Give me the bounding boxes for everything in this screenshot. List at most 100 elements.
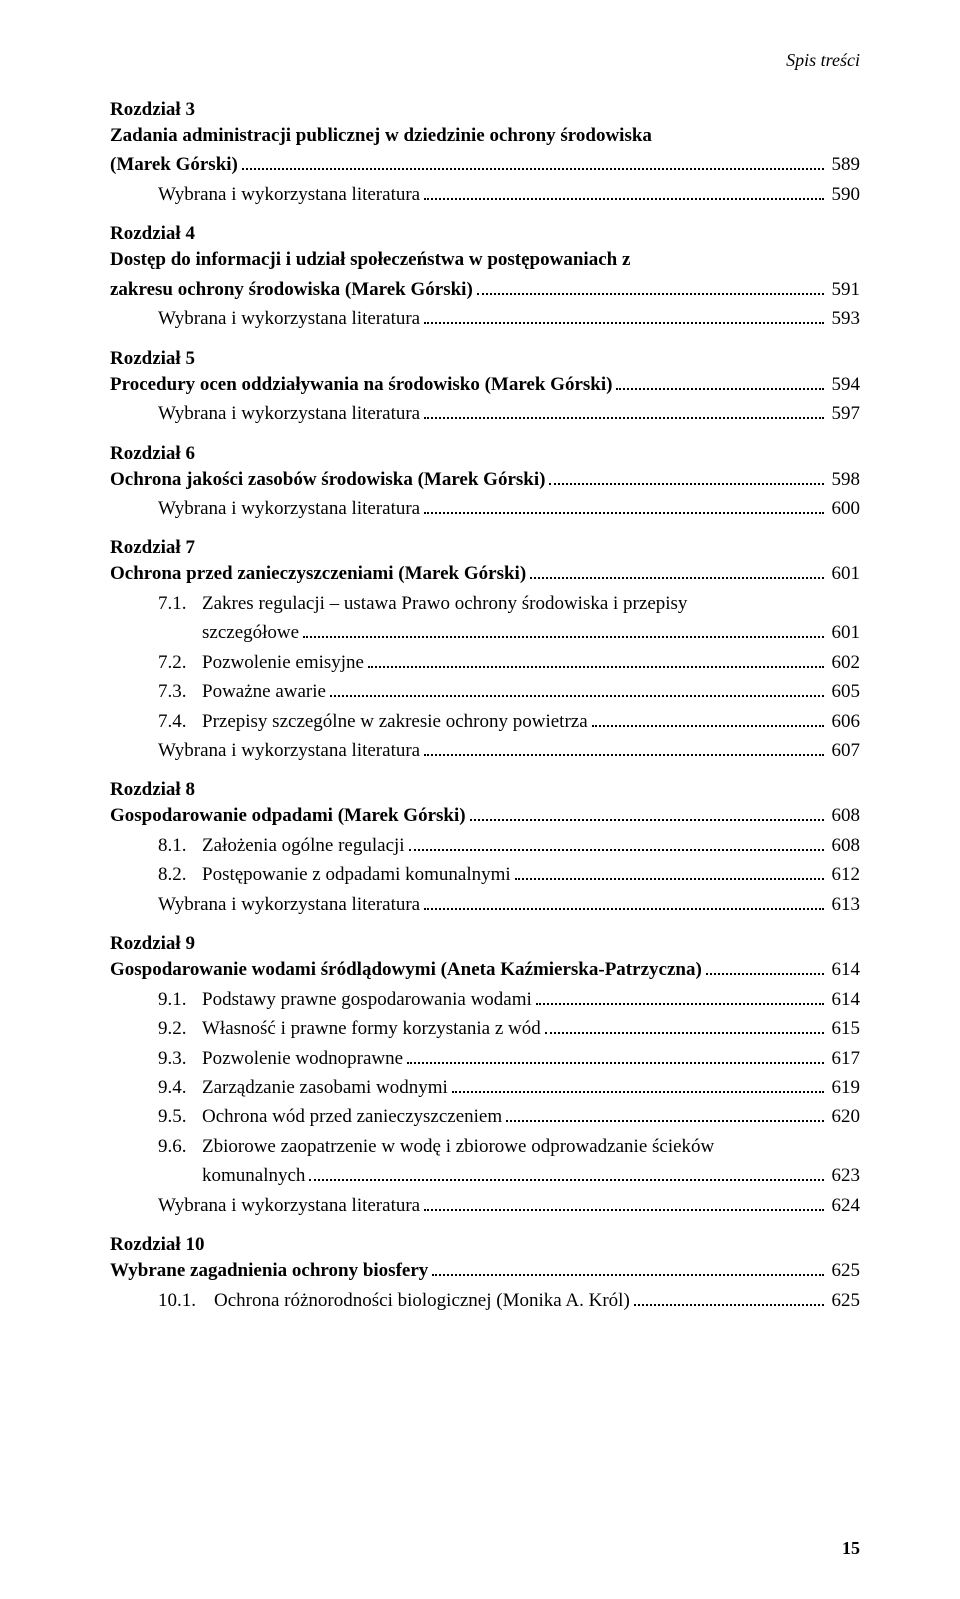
toc-subentry: 9.4.Zarządzanie zasobami wodnymi619 [110,1073,860,1102]
entry-text: Wybrana i wykorzystana literatura [158,180,420,209]
leader-dots [303,621,823,638]
subentry-text: Przepisy szczególne w zakresie ochrony p… [202,707,588,736]
entry-text: Wybrana i wykorzystana literatura [158,399,420,428]
subentry-line: szczegółowe 601 [202,618,860,647]
leader-dots [424,1194,823,1211]
entry-page: 589 [828,150,861,179]
toc-subentry: 7.4.Przepisy szczególne w zakresie ochro… [110,707,860,736]
toc-content: Rozdział 3Zadania administracji publiczn… [110,99,860,1315]
subentry-body: Przepisy szczególne w zakresie ochrony p… [202,707,860,736]
leader-dots [424,307,823,324]
subentry-line: Postępowanie z odpadami komunalnymi612 [202,860,860,889]
entry-page: 625 [828,1256,861,1285]
entry-text: Wybrana i wykorzystana literatura [158,304,420,333]
chapter-label: Rozdział 8 [110,779,860,801]
entry-page: 597 [828,399,861,428]
subentry-line: Zbiorowe zaopatrzenie w wodę i zbiorowe … [202,1132,860,1161]
toc-entry: Wybrana i wykorzystana literatura 607 [110,736,860,765]
leader-dots [424,497,823,514]
subentry-page: 623 [828,1161,861,1190]
toc-section: Rozdział 9Gospodarowanie wodami śródlądo… [110,933,860,1220]
title-text: Zadania administracji publicznej w dzied… [110,121,652,150]
subentry-body: Własność i prawne formy korzystania z wó… [202,1014,860,1043]
entry-text: Wybrana i wykorzystana literatura [158,1191,420,1220]
subentry-text: Poważne awarie [202,677,326,706]
entry-page: 613 [828,890,861,919]
toc-entry: (Marek Górski)589 [110,150,860,179]
leader-dots [706,958,824,975]
chapter-label: Rozdział 4 [110,223,860,245]
subentry-body: Ochrona wód przed zanieczyszczeniem620 [202,1102,860,1131]
entry-text: zakresu ochrony środowiska (Marek Górski… [110,275,473,304]
toc-section: Rozdział 10Wybrane zagadnienia ochrony b… [110,1234,860,1315]
subentry-line: Ochrona różnorodności biologicznej (Moni… [214,1286,860,1315]
entry-page: 600 [828,494,861,523]
leader-dots [530,562,823,579]
leader-dots [409,834,824,851]
leader-dots [330,680,824,697]
toc-section: Rozdział 3Zadania administracji publiczn… [110,99,860,209]
entry-text: Wybrana i wykorzystana literatura [158,736,420,765]
entry-page: 590 [828,180,861,209]
subentry-text: Ochrona różnorodności biologicznej (Moni… [214,1286,630,1315]
entry-page: 594 [828,370,861,399]
subentry-text: Podstawy prawne gospodarowania wodami [202,985,532,1014]
toc-entry: Gospodarowanie odpadami (Marek Górski)60… [110,801,860,830]
subentry-number: 7.3. [158,677,202,706]
subentry-number: 9.1. [158,985,202,1014]
leader-dots [506,1105,823,1122]
subentry-body: Pozwolenie wodnoprawne617 [202,1044,860,1073]
subentry-text: szczegółowe [202,618,299,647]
chapter-label: Rozdział 6 [110,443,860,465]
title-text: Dostęp do informacji i udział społeczeńs… [110,245,630,274]
subentry-number: 8.1. [158,831,202,860]
subentry-text: Założenia ogólne regulacji [202,831,405,860]
toc-entry: Ochrona jakości zasobów środowiska (Mare… [110,465,860,494]
subentry-text: Postępowanie z odpadami komunalnymi [202,860,511,889]
toc-section: Rozdział 4Dostęp do informacji i udział … [110,223,860,333]
toc-entry: Wybrana i wykorzystana literatura624 [110,1191,860,1220]
subentry-number: 9.3. [158,1044,202,1073]
toc-entry: Ochrona przed zanieczyszczeniami (Marek … [110,559,860,588]
subentry-page: 615 [828,1014,861,1043]
subentry-text: Pozwolenie emisyjne [202,648,364,677]
toc-subentry: 7.2.Pozwolenie emisyjne602 [110,648,860,677]
entry-text: Wybrane zagadnienia ochrony biosfery [110,1256,428,1285]
subentry-number: 9.2. [158,1014,202,1043]
toc-subentry: 9.6.Zbiorowe zaopatrzenie w wodę i zbior… [110,1132,860,1191]
subentry-number: 9.4. [158,1073,202,1102]
entry-page: 614 [828,955,861,984]
chapter-label: Rozdział 7 [110,537,860,559]
toc-section: Rozdział 5Procedury ocen oddziaływania n… [110,348,860,429]
toc-title-line: Zadania administracji publicznej w dzied… [110,121,860,150]
subentry-number: 10.1. [158,1286,214,1315]
toc-entry: Wybrana i wykorzystana literatura600 [110,494,860,523]
leader-dots [424,739,823,756]
subentry-body: Ochrona różnorodności biologicznej (Moni… [214,1286,860,1315]
leader-dots [424,183,823,200]
leader-dots [242,153,824,170]
leader-dots [634,1288,824,1305]
page-header: Spis treści [110,50,860,71]
subentry-text: Zarządzanie zasobami wodnymi [202,1073,448,1102]
subentry-page: 606 [828,707,861,736]
toc-subentry: 7.1.Zakres regulacji – ustawa Prawo ochr… [110,589,860,648]
subentry-page: 601 [828,618,861,647]
subentry-body: Założenia ogólne regulacji608 [202,831,860,860]
entry-page: 591 [828,275,861,304]
subentry-body: Pozwolenie emisyjne602 [202,648,860,677]
subentry-line: Ochrona wód przed zanieczyszczeniem620 [202,1102,860,1131]
subentry-line: komunalnych623 [202,1161,860,1190]
subentry-body: Zakres regulacji – ustawa Prawo ochrony … [202,589,860,648]
leader-dots [515,863,824,880]
leader-dots [424,402,823,419]
entry-text: Wybrana i wykorzystana literatura [158,890,420,919]
entry-page: 607 [828,736,861,765]
subentry-number: 9.6. [158,1132,202,1161]
entry-page: 593 [828,304,861,333]
chapter-label: Rozdział 3 [110,99,860,121]
subentry-page: 614 [828,985,861,1014]
leader-dots [592,709,824,726]
subentry-number: 8.2. [158,860,202,889]
entry-text: Ochrona przed zanieczyszczeniami (Marek … [110,559,526,588]
